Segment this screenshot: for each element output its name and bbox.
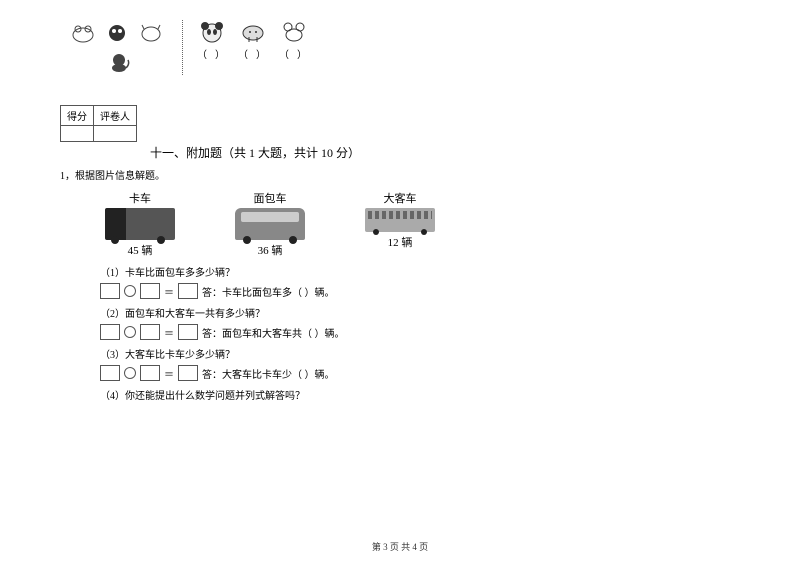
equals-sign: ＝ [164,284,174,299]
vehicles-row: 卡车 45 辆 面包车 36 辆 大客车 12 辆 [100,190,740,258]
left-animal-grid [70,20,168,75]
blank-box [140,324,160,340]
grader-cell [94,126,137,142]
bus-icon [365,208,435,232]
question-intro: 1，根据图片信息解题。 [60,167,740,182]
op-circle [124,367,136,379]
panda-icon [199,20,225,44]
blank-box [178,365,198,381]
op-circle [124,326,136,338]
vehicle-label: 面包车 [254,190,287,206]
blank-paren: （ ） [197,46,226,61]
animal-col: （ ） [197,20,226,75]
vehicle-count: 12 辆 [388,234,413,250]
truck-icon [105,208,175,240]
equals-sign: ＝ [164,366,174,381]
vehicle-label: 卡车 [129,190,151,206]
sub-question-3: （3）大客车比卡车少多少辆？ [100,346,740,361]
vehicle-count: 45 辆 [128,242,153,258]
sub-question-4: （4）你还能提出什么数学问题并列式解答吗？ [100,387,740,402]
equation-row: ＝ 答：面包车和大客车共（ ）辆。 [100,324,740,340]
vehicle-label: 大客车 [384,190,417,206]
animal-icon [104,21,130,45]
animal-col: （ ） [238,20,267,75]
animal-icon [138,21,164,45]
blank-box [178,283,198,299]
answer-text: 答：大客车比卡车少（ ）辆。 [202,366,335,381]
score-box: 得分 评卷人 [60,105,740,142]
section-title: 十一、附加题（共 1 大题，共计 10 分） [150,144,740,161]
page-footer: 第 3 页 共 4 页 [0,540,800,553]
animal-col: （ ） [279,20,308,75]
equals-sign: ＝ [164,325,174,340]
sub-question-2: （2）面包车和大客车一共有多少辆？ [100,305,740,320]
score-table: 得分 评卷人 [60,105,137,142]
vehicle-van: 面包车 36 辆 [230,190,310,258]
grader-label: 评卷人 [94,106,137,126]
blank-paren: （ ） [279,46,308,61]
blank-box [100,365,120,381]
equation-row: ＝ 答：大客车比卡车少（ ）辆。 [100,365,740,381]
sheep-icon [240,20,266,44]
answer-text: 答：卡车比面包车多（ ）辆。 [202,284,335,299]
blank-paren: （ ） [238,46,267,61]
blank-box [140,365,160,381]
vehicle-bus: 大客车 12 辆 [360,190,440,258]
equation-row: ＝ 答：卡车比面包车多（ ）辆。 [100,283,740,299]
blank-box [100,324,120,340]
vertical-divider [182,20,183,75]
blank-box [178,324,198,340]
answer-text: 答：面包车和大客车共（ ）辆。 [202,325,345,340]
right-animal-row: （ ） （ ） （ ） [197,20,308,75]
blank-box [140,283,160,299]
op-circle [124,285,136,297]
animal-icon [106,50,132,74]
vehicle-count: 36 辆 [258,242,283,258]
animal-icon [70,21,96,45]
score-cell [61,126,94,142]
vehicle-truck: 卡车 45 辆 [100,190,180,258]
van-icon [235,208,305,240]
score-label: 得分 [61,106,94,126]
mouse-icon [281,20,307,44]
top-animal-section: （ ） （ ） （ ） [70,20,740,75]
blank-box [100,283,120,299]
sub-question-1: （1）卡车比面包车多多少辆？ [100,264,740,279]
